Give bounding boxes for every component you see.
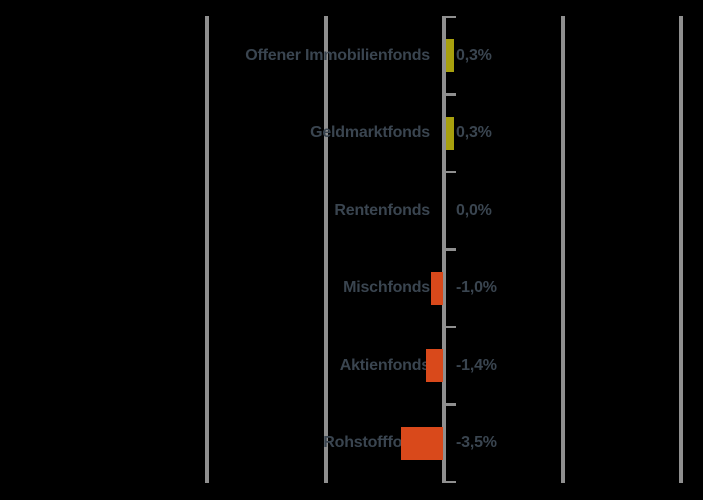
- axis-tick: [444, 480, 456, 484]
- category-label: Mischfonds: [343, 279, 430, 297]
- negative-bar: [425, 349, 443, 383]
- gridline: [679, 16, 683, 483]
- value-label: 0,3%: [456, 46, 492, 64]
- positive-bar: [446, 116, 454, 150]
- axis-tick: [444, 93, 456, 96]
- value-label: -1,0%: [456, 279, 497, 297]
- axis-tick: [444, 403, 456, 406]
- category-label: Aktienfonds: [339, 356, 430, 374]
- axis-tick: [444, 15, 456, 19]
- category-label: Geldmarktfonds: [310, 124, 430, 142]
- category-label: Offener Immobilienfonds: [245, 46, 430, 64]
- category-label: Rohstofffonds: [323, 434, 430, 452]
- value-label: 0,0%: [456, 201, 492, 219]
- negative-bar: [430, 271, 443, 305]
- positive-bar: [446, 39, 454, 73]
- gridline: [561, 16, 565, 483]
- axis-tick: [444, 325, 456, 329]
- value-label: -1,4%: [456, 356, 497, 374]
- gridline: [205, 16, 209, 483]
- value-label: 0,3%: [456, 124, 492, 142]
- category-label: Rentenfonds: [334, 201, 430, 219]
- value-label: -3,5%: [456, 434, 497, 452]
- axis-tick: [444, 248, 456, 251]
- negative-bar: [400, 426, 443, 460]
- axis-tick: [444, 170, 456, 174]
- gridline: [324, 16, 328, 483]
